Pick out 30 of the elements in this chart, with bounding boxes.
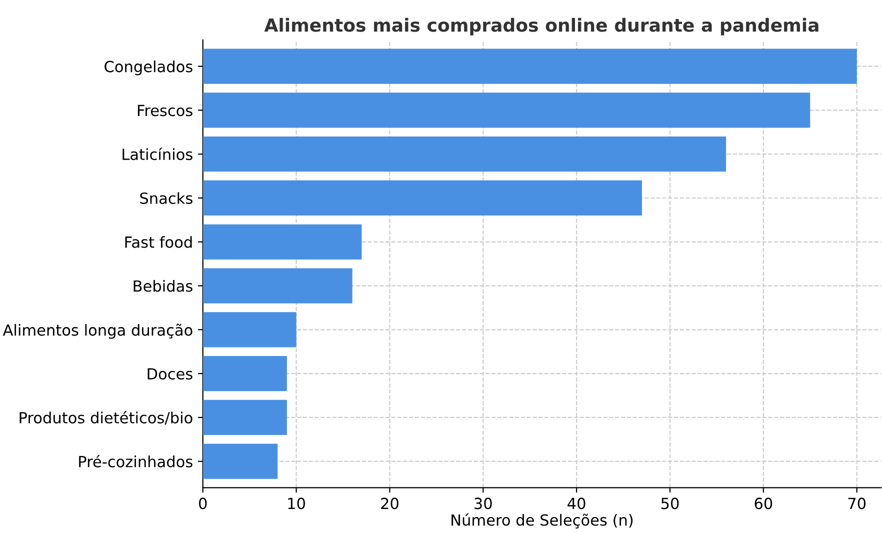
bar (202, 48, 857, 84)
bar (202, 92, 810, 128)
y-tick-label: Produtos dietéticos/bio (20, 411, 192, 425)
y-tick-label: Doces (148, 368, 192, 380)
y-tick-label: Fast food (125, 236, 192, 248)
x-tick-label: 70 (848, 498, 866, 510)
bar (202, 312, 296, 348)
x-tick-label: 40 (568, 498, 586, 510)
chart-title: Alimentos mais comprados online durante a pandemia (264, 18, 818, 36)
y-tick-label: Laticínios (122, 148, 192, 160)
bar (202, 180, 642, 216)
bar (202, 444, 278, 479)
x-axis-title: Número de Seleções (n) (452, 513, 633, 529)
y-tick-label: Bebidas (134, 280, 192, 292)
y-tick-label: Congelados (104, 60, 192, 76)
y-tick-label: Snacks (140, 192, 192, 204)
y-tick-label: Alimentos longa duração (2, 324, 192, 339)
bar (202, 356, 287, 392)
bar (202, 224, 362, 260)
y-tick-label: Pré-cozinhados (79, 454, 192, 468)
bar (202, 400, 287, 436)
x-tick-label: 50 (661, 498, 679, 510)
x-tick-label: 60 (754, 498, 772, 510)
y-tick-label: Frescos (138, 104, 192, 116)
x-tick-label: 20 (381, 498, 398, 510)
x-tick-label: 10 (288, 498, 305, 510)
bar (202, 136, 726, 172)
x-tick-label: 0 (199, 498, 207, 510)
x-tick-label: 30 (474, 498, 492, 510)
bar (202, 268, 352, 304)
